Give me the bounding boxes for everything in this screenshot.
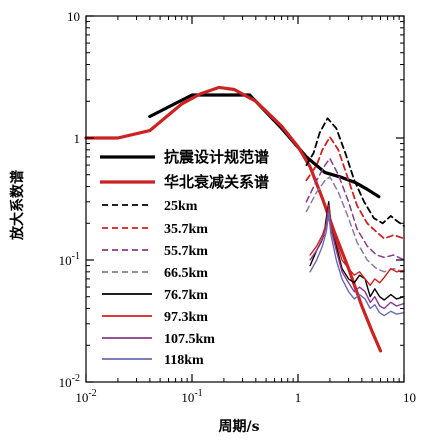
legend-label: 华北衰减关系谱 [164,173,269,191]
series-line-2 [305,117,405,227]
y-tick-label: 10-2 [59,373,80,390]
legend-label: 25km [164,199,198,214]
legend-label: 118km [164,353,204,368]
plot-frame [85,15,405,383]
y-tick-label: 10-1 [59,251,80,268]
x-tick-label: 10-1 [181,388,202,405]
series-layer [84,85,405,353]
series-line-3 [305,136,405,240]
series-line-9 [309,212,405,317]
y-axis-label: 放大系数谱 [9,170,26,241]
x-tick-label: 1 [295,390,302,405]
legend-label: 76.7km [164,288,208,303]
series-line-0 [148,93,381,199]
series-line-8 [309,208,405,310]
legend-label: 55.7km [164,244,208,259]
legend-label: 抗震设计规范谱 [164,148,269,166]
x-tick-label: 10-2 [75,388,96,405]
legend-label: 35.7km [164,222,208,237]
legend-label: 66.5km [164,266,208,281]
y-tick-label: 1 [74,131,81,146]
series-line-4 [305,157,405,261]
x-axis-label: 周期/s [219,419,260,435]
series-line-1 [84,85,383,353]
legend-label: 97.3km [164,310,208,325]
x-tick-label: 10 [403,390,416,405]
legend-label: 107.5km [164,332,215,347]
series-line-5 [305,176,405,273]
y-tick-label: 10 [67,9,80,24]
axis-ticks: 10-2 10-1 1 10 10-2 10-1 1 10 [59,9,416,405]
